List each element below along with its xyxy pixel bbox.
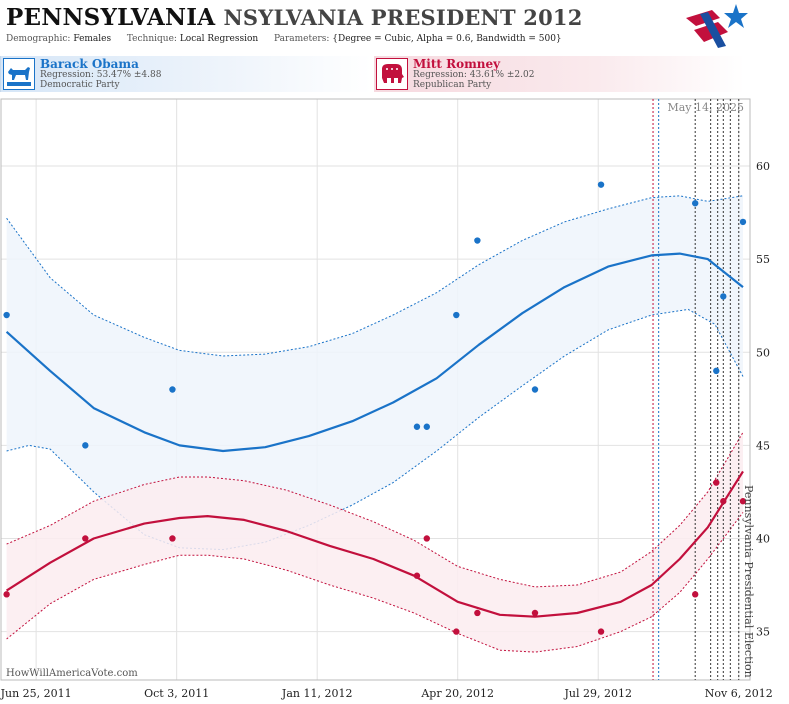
- regression-chart: 35 40 45 50 55 60 Jun 25, 2011 Oct 3, 2011 Jan …: [0, 98, 773, 700]
- y-tick-label: 45: [756, 439, 770, 452]
- x-axis-ticks: Jun 25, 2011 Oct 3, 2011 Jan 11, 2012 Apr 2…: [0, 687, 773, 700]
- y-tick-label: 40: [756, 532, 770, 545]
- page-title: PENNSYLVANIA NSYLVANIA PRESIDENT 2012: [6, 4, 583, 31]
- poll-point: [739, 218, 747, 226]
- x-tick-label: Nov 6, 2012: [705, 687, 773, 700]
- poll-point: [739, 498, 747, 505]
- technique-value: Local Regression: [179, 34, 259, 44]
- y-tick-label: 35: [756, 626, 770, 639]
- candidate-party: Republican Party: [413, 80, 492, 90]
- poll-point: [713, 367, 720, 375]
- poll-point: [597, 181, 605, 188]
- poll-point: [169, 386, 176, 393]
- watermark: HowWillAmericaVote.com: [6, 668, 138, 679]
- demographic-value: Females: [73, 34, 112, 44]
- poll-points: [3, 181, 747, 635]
- republican-elephant-icon: [376, 58, 408, 90]
- election-label: Pennsylvania Presidential Election: [742, 485, 755, 678]
- poll-point: [413, 572, 421, 579]
- x-tick-label: Apr 20, 2012: [420, 687, 494, 700]
- poll-point: [453, 311, 460, 319]
- democrat-donkey-icon: [3, 58, 35, 90]
- regression-line: [5, 252, 744, 453]
- poll-point: [423, 535, 430, 542]
- candidate-obama: Barack Obama Regression: 53.47% ±4.88 De…: [0, 56, 372, 92]
- poll-point: [713, 479, 720, 486]
- title-subtitle: NSYLVANIA PRESIDENT 2012: [223, 5, 583, 30]
- poll-point: [82, 535, 89, 542]
- poll-point: [423, 423, 430, 430]
- y-axis-ticks: 35 40 45 50 55 60: [756, 160, 770, 639]
- candidate-party: Democratic Party: [40, 80, 120, 90]
- poll-point: [531, 609, 539, 617]
- site-logo-icon: [686, 4, 748, 48]
- confidence-band: [6, 432, 744, 653]
- parameters-line: Demographic: Females Technique: Local Re…: [6, 34, 562, 44]
- technique-label: Technique:: [126, 34, 177, 44]
- y-tick-label: 50: [756, 346, 770, 359]
- band-upper-line: [6, 432, 744, 588]
- band-lower-line: [6, 512, 744, 653]
- poll-point: [597, 628, 605, 635]
- poll-point: [3, 311, 10, 319]
- poll-point: [474, 237, 481, 244]
- poll-point: [531, 386, 539, 393]
- poll-point: [413, 423, 421, 430]
- y-tick-label: 60: [756, 160, 770, 173]
- parameters-value: {Degree = Cubic, Alpha = 0.6, Bandwidth …: [332, 34, 562, 44]
- plot-frame: [0, 98, 751, 681]
- x-tick-label: Jan 11, 2012: [281, 687, 353, 700]
- regression-line: [6, 470, 744, 618]
- poll-point: [453, 628, 460, 635]
- y-tick-label: 55: [756, 253, 770, 266]
- poll-point: [720, 498, 727, 505]
- date-label: May 14, 2025: [667, 101, 744, 114]
- poll-point: [720, 293, 727, 300]
- confidence-band: [6, 195, 744, 550]
- x-tick-label: Oct 3, 2011: [144, 687, 209, 700]
- x-tick-label: Jul 29, 2012: [563, 687, 632, 700]
- candidate-regression: Regression: 43.61% ±2.02: [413, 70, 535, 80]
- candidate-name: Barack Obama: [40, 57, 139, 71]
- band-upper-line: [6, 195, 744, 357]
- poll-point: [474, 609, 481, 617]
- poll-point: [691, 591, 699, 598]
- parameters-label: Parameters:: [273, 34, 330, 44]
- candidate-romney: Mitt Romney Regression: 43.61% ±2.02 Rep…: [374, 56, 745, 92]
- poll-point: [3, 591, 10, 598]
- candidate-regression: Regression: 53.47% ±4.88: [40, 70, 162, 80]
- chart-header: PENNSYLVANIA NSYLVANIA PRESIDENT 2012 De…: [0, 0, 789, 56]
- confidence-bands: [6, 195, 744, 653]
- title-state: PENNSYLVANIA: [6, 4, 216, 31]
- x-tick-label: Jun 25, 2011: [0, 687, 72, 700]
- candidate-name: Mitt Romney: [413, 57, 501, 71]
- demographic-label: Demographic:: [6, 34, 71, 44]
- poll-point: [691, 200, 699, 207]
- regression-lines: [5, 252, 744, 618]
- poll-point: [82, 442, 89, 449]
- poll-point: [169, 535, 176, 542]
